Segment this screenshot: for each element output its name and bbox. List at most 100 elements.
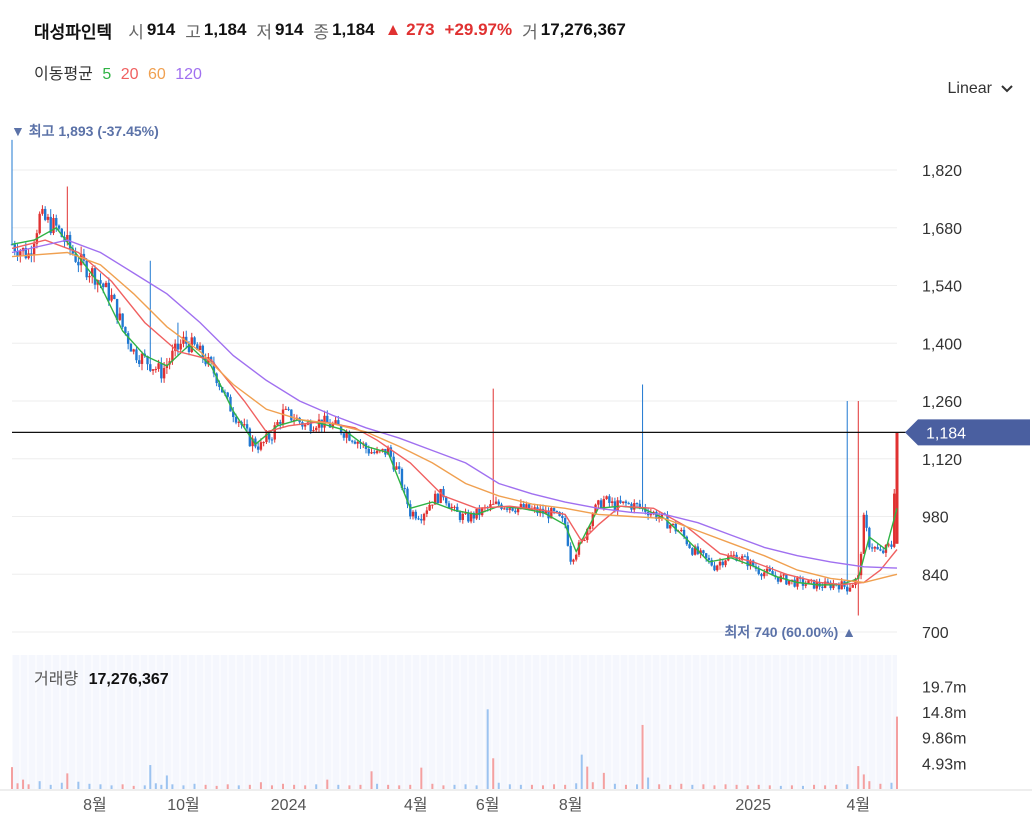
candle-body bbox=[539, 508, 542, 514]
candle-body bbox=[179, 343, 182, 350]
candle-body bbox=[879, 549, 882, 551]
candle-body bbox=[57, 225, 61, 229]
candle-body bbox=[464, 512, 467, 514]
candle-body bbox=[386, 447, 390, 455]
volume-bar bbox=[713, 785, 716, 789]
ma-5-period[interactable]: 5 bbox=[102, 66, 112, 83]
candle-body bbox=[433, 493, 437, 505]
volume-bar bbox=[49, 784, 52, 789]
candle-body bbox=[38, 213, 41, 234]
volume-bar bbox=[624, 784, 627, 789]
volume-bar bbox=[647, 777, 650, 789]
candle-body bbox=[135, 349, 138, 361]
candle-body bbox=[193, 337, 196, 345]
candle-body bbox=[66, 235, 69, 242]
candle-body bbox=[456, 506, 459, 512]
candle-body bbox=[254, 438, 257, 447]
candle-body bbox=[541, 508, 545, 514]
candle-body bbox=[881, 550, 885, 553]
candle-body bbox=[790, 579, 794, 581]
candle-body bbox=[367, 448, 370, 454]
volume-bar bbox=[77, 781, 80, 789]
scale-selector[interactable]: Linear bbox=[948, 80, 1014, 98]
candle-body bbox=[704, 553, 708, 558]
candle-body bbox=[49, 216, 52, 234]
chevron-down-icon bbox=[1001, 85, 1013, 93]
ma-60-period[interactable]: 60 bbox=[147, 66, 166, 83]
candle-body bbox=[348, 432, 351, 441]
volume-bar bbox=[22, 779, 25, 789]
x-axis-tick-label: 4월 bbox=[404, 796, 428, 814]
candle-body bbox=[411, 511, 415, 517]
volume-bar bbox=[824, 785, 827, 789]
candle-body bbox=[173, 343, 177, 351]
candle-body bbox=[870, 547, 874, 549]
volume-bar bbox=[691, 784, 694, 789]
volume-bar bbox=[248, 784, 251, 789]
candle-body bbox=[276, 422, 279, 426]
candle-body bbox=[74, 253, 77, 262]
volume-bar bbox=[486, 709, 489, 789]
change-value: ▲ 273 bbox=[384, 20, 435, 39]
volume-bar bbox=[60, 782, 63, 789]
volume-bar bbox=[790, 785, 793, 789]
candle-body bbox=[776, 576, 780, 582]
volume-bar bbox=[398, 785, 401, 789]
volume-bar bbox=[204, 784, 207, 789]
candle-body bbox=[331, 423, 335, 428]
candle-body bbox=[691, 548, 694, 555]
candle-body bbox=[837, 584, 841, 590]
volume-bar bbox=[16, 783, 19, 789]
candle-body bbox=[693, 546, 697, 555]
candle-body bbox=[873, 547, 877, 549]
candle-body bbox=[671, 523, 675, 526]
candle-body bbox=[732, 554, 736, 556]
volume-bar bbox=[259, 782, 262, 789]
volume-bar bbox=[431, 783, 434, 789]
candle-body bbox=[859, 553, 863, 576]
candle-body bbox=[713, 565, 716, 571]
volume-bar bbox=[348, 785, 351, 789]
ma-120-period[interactable]: 120 bbox=[175, 66, 202, 83]
candle-body bbox=[356, 441, 359, 444]
candle-body bbox=[248, 428, 252, 447]
volume-bar bbox=[519, 784, 522, 789]
volume-bar bbox=[154, 783, 157, 789]
candle-body bbox=[489, 504, 492, 508]
candle-body bbox=[187, 343, 191, 353]
volume-bar bbox=[121, 784, 124, 789]
candle-body bbox=[99, 280, 102, 284]
candle-body bbox=[724, 560, 727, 566]
candle-body bbox=[32, 243, 36, 255]
candle-body bbox=[605, 496, 608, 500]
volume-bar bbox=[149, 765, 152, 789]
candle-body bbox=[765, 568, 769, 573]
candle-body bbox=[201, 345, 205, 359]
candle-body bbox=[422, 513, 426, 521]
candle-body bbox=[41, 208, 44, 214]
candle-body bbox=[442, 488, 445, 498]
moving-average-legend: 이동평균 5 20 60 120 bbox=[34, 60, 207, 84]
x-axis-tick-label: 6월 bbox=[476, 796, 500, 814]
volume-value: 17,276,367 bbox=[540, 20, 626, 39]
candle-body bbox=[10, 244, 14, 246]
candle-body bbox=[627, 503, 630, 505]
candle-body bbox=[550, 508, 553, 519]
volume-bar bbox=[132, 785, 135, 789]
candle-body bbox=[807, 580, 810, 585]
volume-bar bbox=[757, 784, 760, 789]
volume-bar bbox=[376, 783, 379, 789]
candle-body bbox=[353, 441, 357, 444]
volume-bar bbox=[575, 783, 578, 789]
volume-bar bbox=[409, 784, 412, 789]
candle-body bbox=[256, 446, 260, 450]
volume-bar bbox=[564, 784, 567, 789]
price-axis-tick-label: 1,680 bbox=[922, 221, 962, 238]
candle-body bbox=[848, 587, 852, 592]
candle-body bbox=[118, 313, 122, 320]
high-label: 고 bbox=[185, 22, 201, 42]
ma-20-line bbox=[11, 239, 898, 586]
candle-body bbox=[721, 561, 724, 566]
ma-20-period[interactable]: 20 bbox=[120, 66, 139, 83]
